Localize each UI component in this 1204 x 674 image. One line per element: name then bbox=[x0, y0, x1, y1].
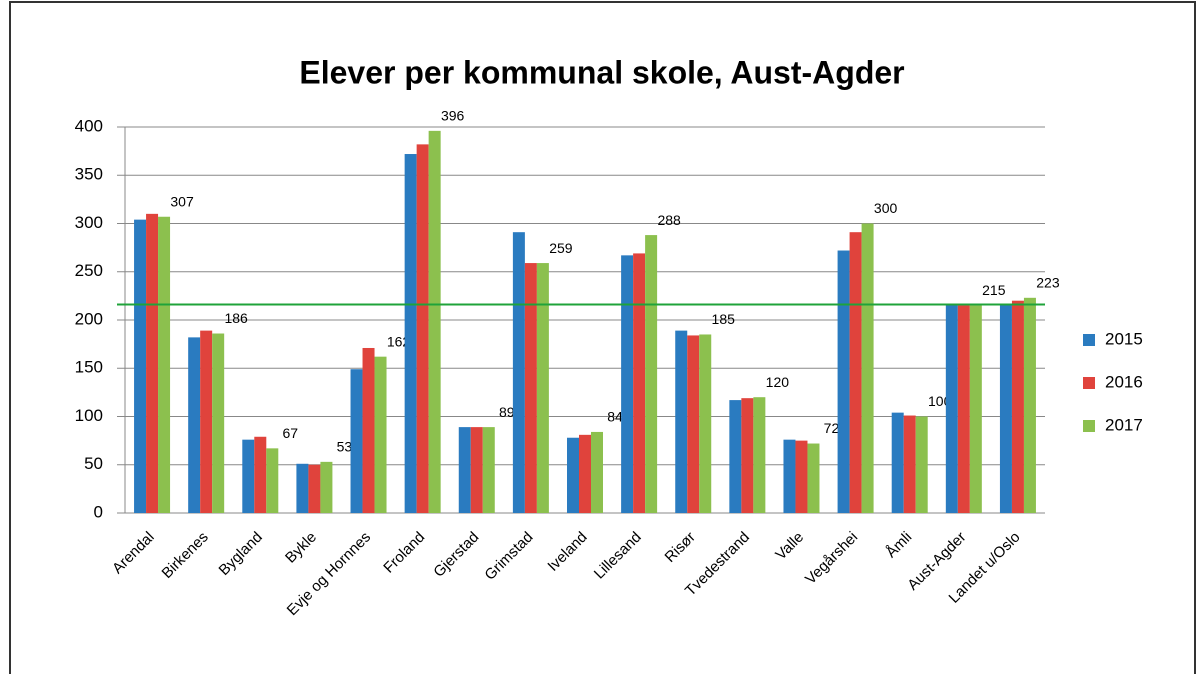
bar bbox=[807, 443, 820, 513]
data-label: 223 bbox=[1036, 275, 1060, 291]
legend-label: 2017 bbox=[1105, 415, 1143, 434]
data-label: 162 bbox=[387, 333, 411, 349]
data-label: 67 bbox=[283, 425, 299, 441]
bar bbox=[783, 439, 796, 513]
data-label: 396 bbox=[441, 108, 465, 124]
bar bbox=[1023, 297, 1036, 513]
data-label: 215 bbox=[982, 282, 1006, 298]
data-label: 288 bbox=[657, 212, 681, 228]
bar bbox=[861, 223, 874, 513]
bar bbox=[837, 250, 850, 513]
data-label: 100 bbox=[928, 393, 952, 409]
y-tick-label: 200 bbox=[75, 309, 103, 328]
y-tick-label: 0 bbox=[94, 502, 103, 521]
y-tick-label: 100 bbox=[75, 406, 103, 425]
bar bbox=[254, 436, 267, 513]
bar bbox=[470, 427, 483, 513]
bar bbox=[536, 263, 549, 513]
bar bbox=[591, 431, 603, 513]
data-label: 120 bbox=[766, 374, 790, 390]
bar bbox=[675, 330, 688, 513]
legend-swatch bbox=[1083, 334, 1095, 346]
bar bbox=[795, 440, 808, 513]
bar bbox=[849, 232, 862, 513]
bar bbox=[753, 397, 766, 513]
bar bbox=[621, 255, 634, 513]
y-tick-label: 150 bbox=[75, 358, 103, 377]
bar bbox=[729, 400, 742, 513]
bar bbox=[999, 303, 1012, 513]
data-label: 53 bbox=[337, 439, 353, 455]
bar bbox=[362, 347, 375, 513]
bar bbox=[242, 439, 255, 513]
data-label: 307 bbox=[170, 193, 194, 209]
legend-swatch bbox=[1083, 377, 1095, 389]
bar bbox=[741, 398, 754, 513]
bar bbox=[308, 464, 321, 513]
data-label: 300 bbox=[874, 200, 898, 216]
bar bbox=[687, 335, 700, 513]
legend-label: 2015 bbox=[1105, 329, 1143, 348]
bar bbox=[266, 448, 279, 513]
y-tick-label: 300 bbox=[75, 213, 103, 232]
y-tick-label: 50 bbox=[84, 454, 103, 473]
bar bbox=[482, 427, 495, 513]
bar bbox=[891, 412, 904, 513]
bar bbox=[458, 427, 471, 513]
bar bbox=[320, 461, 333, 513]
bar bbox=[296, 463, 309, 513]
bar bbox=[134, 219, 147, 513]
bar bbox=[350, 369, 363, 513]
bar bbox=[428, 130, 441, 514]
y-tick-label: 400 bbox=[75, 116, 103, 135]
y-tick-label: 250 bbox=[75, 261, 103, 280]
bar bbox=[945, 303, 958, 513]
bar bbox=[146, 213, 159, 513]
data-label: 186 bbox=[224, 310, 248, 326]
bar bbox=[512, 232, 525, 513]
y-tick-label: 350 bbox=[75, 165, 103, 184]
bar bbox=[524, 263, 537, 513]
bar bbox=[567, 437, 579, 513]
bar bbox=[416, 144, 429, 513]
data-label: 185 bbox=[712, 311, 736, 327]
bar bbox=[699, 334, 712, 513]
bar bbox=[957, 305, 970, 513]
chart-title: Elever per kommunal skole, Aust-Agder bbox=[299, 54, 904, 90]
legend-label: 2016 bbox=[1105, 372, 1143, 391]
bar bbox=[903, 415, 916, 513]
legend-swatch bbox=[1083, 420, 1095, 432]
bar bbox=[969, 305, 982, 513]
bar bbox=[915, 416, 928, 513]
bar bbox=[212, 333, 225, 513]
bar bbox=[158, 216, 171, 513]
bar bbox=[1011, 300, 1024, 513]
bar bbox=[404, 154, 417, 513]
bar bbox=[579, 434, 591, 513]
bar bbox=[374, 356, 387, 513]
bar bbox=[633, 253, 646, 514]
data-label: 72 bbox=[824, 420, 840, 436]
bar bbox=[200, 330, 213, 513]
data-label: 84 bbox=[607, 409, 623, 425]
bar bbox=[188, 337, 201, 513]
bar bbox=[645, 235, 658, 513]
data-label: 259 bbox=[549, 240, 573, 256]
data-label: 89 bbox=[499, 404, 515, 420]
